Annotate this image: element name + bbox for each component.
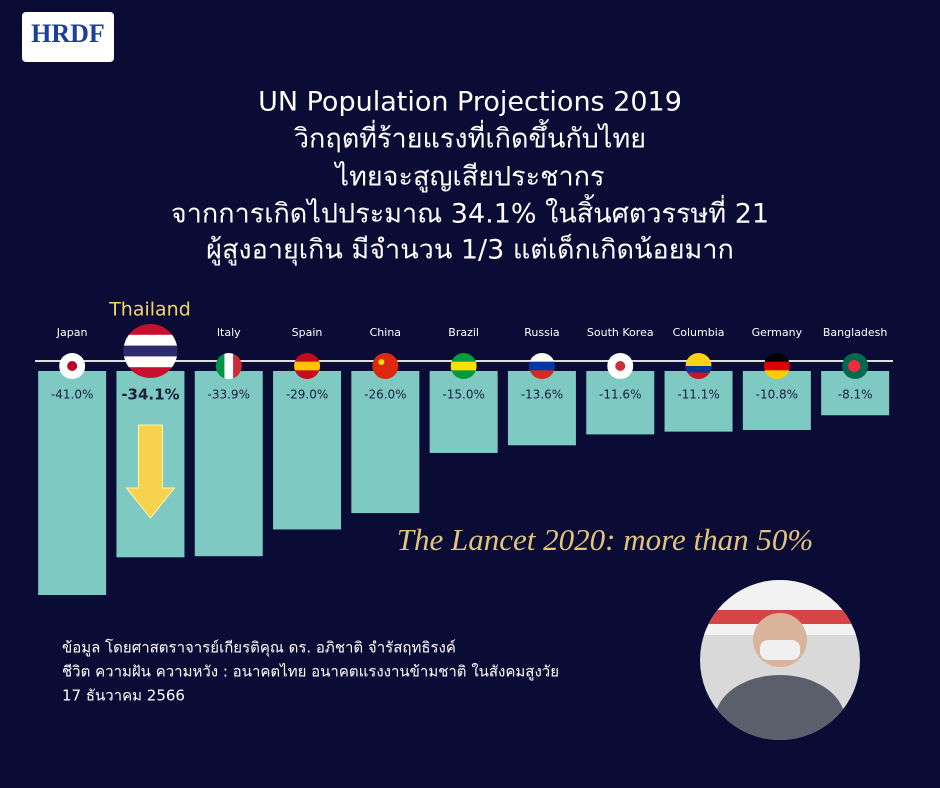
value-label: -13.6% <box>521 388 563 402</box>
x-tick-label: Germany <box>752 326 803 339</box>
flag <box>450 353 477 379</box>
bar <box>429 371 498 453</box>
flag <box>685 353 712 379</box>
x-tick-label: China <box>370 326 401 339</box>
header-line: UN Population Projections 2019 <box>258 87 682 118</box>
x-tick-label: Italy <box>217 326 241 339</box>
footer-line: ชีวิต ความฝัน ความหวัง : อนาคตไทย อนาคตแ… <box>62 663 559 681</box>
flag-stripe <box>685 366 712 373</box>
flag-stripe <box>233 353 242 379</box>
x-tick-label: Bangladesh <box>823 326 888 339</box>
flag <box>763 353 790 379</box>
x-tick-label: Spain <box>292 326 323 339</box>
value-label: -26.0% <box>364 388 406 402</box>
flag-stripe <box>372 353 399 379</box>
flag <box>372 353 399 379</box>
value-label: -34.1% <box>121 386 179 404</box>
flag-stripe <box>528 361 555 371</box>
flag <box>294 353 321 379</box>
flag-stripe <box>528 353 555 363</box>
arrow <box>125 424 176 519</box>
flag-stripe <box>59 353 86 363</box>
flag-stripe <box>294 353 321 363</box>
footer-line: ข้อมูล โดยศาสตราจารย์เกียรติคุณ ดร. อภิช… <box>62 639 456 658</box>
flag-stripe <box>294 361 321 371</box>
value-label: -29.0% <box>286 388 328 402</box>
flag-stripe <box>450 353 477 363</box>
flag-stripe <box>763 370 790 379</box>
flag-stripe <box>123 367 178 378</box>
bar <box>351 371 420 514</box>
flag-emblem <box>378 359 385 365</box>
header-line: ไทยจะสูญเสียประชากร <box>333 162 604 193</box>
logo: HRDF <box>22 12 114 62</box>
flag-stripe <box>215 353 225 379</box>
x-tick-label: Russia <box>524 326 559 339</box>
value-label: -41.0% <box>51 388 93 402</box>
value-label: -8.1% <box>838 388 873 402</box>
header-line: จากการเกิดไปประมาณ 34.1% ในสิ้นศตวรรษที่… <box>171 194 769 230</box>
flag-stripe <box>123 356 178 368</box>
flag-stripe <box>59 370 86 379</box>
flag-stripe <box>528 370 555 379</box>
flag-emblem <box>615 361 626 371</box>
flag-stripe <box>123 324 178 336</box>
flag <box>528 353 555 379</box>
flag-stripe <box>450 361 477 371</box>
value-label: -11.1% <box>677 388 719 402</box>
header-line: ผู้สูงอายุเกิน มีจำนวน 1/3 แต่เด็กเกิดน้… <box>206 232 734 267</box>
flag-emblem <box>67 361 78 371</box>
x-tick-label: Japan <box>56 326 88 339</box>
annotation: The Lancet 2020: more than 50% <box>397 522 813 557</box>
x-tick-label: Columbia <box>673 326 725 339</box>
bar <box>194 371 263 557</box>
flag-stripe <box>123 334 178 347</box>
flag-stripe <box>450 370 477 379</box>
flag-stripe <box>685 359 712 367</box>
flag-stripe <box>123 345 178 357</box>
flag <box>842 353 869 379</box>
flag <box>607 353 634 379</box>
flag-stripe <box>685 372 712 379</box>
bar <box>507 371 576 446</box>
x-tick-label: South Korea <box>587 326 654 339</box>
value-label: -10.8% <box>756 388 798 402</box>
flag-stripe <box>763 361 790 371</box>
flag-stripe <box>294 370 321 379</box>
highlight-label: Thailand <box>108 299 191 321</box>
value-label: -33.9% <box>208 388 250 402</box>
header-line: วิกฤตที่ร้ายแรงที่เกิดขึ้นกับไทย <box>294 119 646 155</box>
flag-stripe <box>224 353 234 379</box>
flag <box>215 353 242 379</box>
flag-emblem <box>848 360 861 372</box>
flag <box>59 353 86 379</box>
bar <box>586 371 655 435</box>
speaker-photo <box>700 580 860 740</box>
value-label: -15.0% <box>442 388 484 402</box>
flag <box>123 324 178 378</box>
flag-stripe <box>685 353 712 360</box>
bar <box>664 371 733 432</box>
footer-line: 17 ธันวาคม 2566 <box>62 687 185 705</box>
x-tick-label: Brazil <box>448 326 479 339</box>
bar <box>273 371 342 530</box>
flag-stripe <box>763 353 790 363</box>
bar <box>742 371 811 431</box>
bar <box>38 371 107 595</box>
value-label: -11.6% <box>599 388 641 402</box>
logo-text: HRDF <box>31 19 105 48</box>
